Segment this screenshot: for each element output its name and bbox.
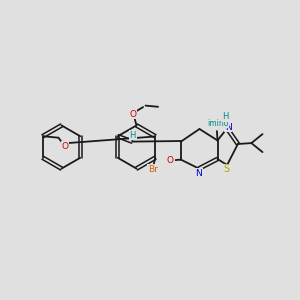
Text: H: H xyxy=(130,130,136,140)
Text: N: N xyxy=(225,123,232,132)
Text: imino: imino xyxy=(207,119,228,128)
Text: O: O xyxy=(61,142,68,151)
Text: O: O xyxy=(129,110,137,118)
Text: H: H xyxy=(222,112,229,121)
Text: O: O xyxy=(167,156,174,165)
Text: N: N xyxy=(196,169,202,178)
Text: Br: Br xyxy=(148,165,158,174)
Text: S: S xyxy=(224,164,230,174)
